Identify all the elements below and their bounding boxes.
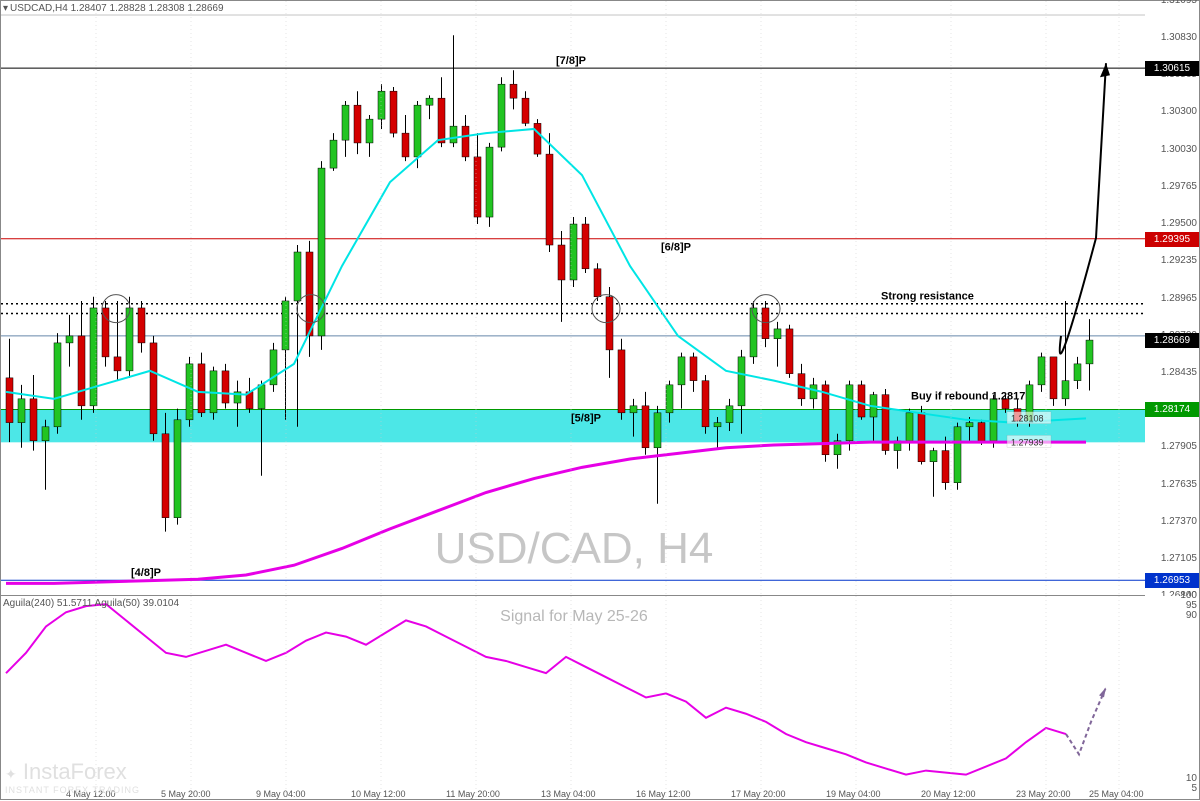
svg-text:[4/8]P: [4/8]P — [131, 567, 161, 579]
indicator-tick: 5 — [1191, 783, 1197, 794]
time-tick: 5 May 20:00 — [161, 789, 211, 799]
price-tick: 1.31095 — [1161, 0, 1197, 6]
price-tick: 1.27905 — [1161, 441, 1197, 452]
indicator-panel[interactable] — [1, 596, 1146, 799]
svg-text:Buy if rebound 1.2817: Buy if rebound 1.2817 — [911, 390, 1025, 402]
price-tick: 1.29235 — [1161, 255, 1197, 266]
svg-text:1.27939: 1.27939 — [1011, 437, 1044, 447]
time-tick: 16 May 12:00 — [636, 789, 691, 799]
svg-text:[6/8]P: [6/8]P — [661, 242, 691, 254]
price-tick: 1.27635 — [1161, 479, 1197, 490]
indicator-axis: 1009590105 — [1145, 596, 1199, 799]
price-axis: 1.310951.308301.305651.303001.300301.297… — [1145, 1, 1199, 596]
price-tick: 1.27370 — [1161, 516, 1197, 527]
main-chart[interactable]: [7/8]P[6/8]P[5/8]P[4/8]PStrong resistanc… — [1, 1, 1146, 596]
svg-text:[5/8]P: [5/8]P — [571, 412, 601, 424]
price-marker: 1.29395 — [1145, 232, 1199, 247]
svg-text:1.28108: 1.28108 — [1011, 414, 1044, 424]
time-tick: 9 May 04:00 — [256, 789, 306, 799]
main-chart-svg: [7/8]P[6/8]P[5/8]P[4/8]PStrong resistanc… — [1, 1, 1146, 596]
price-tick: 1.29765 — [1161, 181, 1197, 192]
time-tick: 25 May 04:00 — [1089, 789, 1144, 799]
time-tick: 20 May 12:00 — [921, 789, 976, 799]
price-tick: 1.28435 — [1161, 367, 1197, 378]
price-tick: 1.27105 — [1161, 553, 1197, 564]
price-marker: 1.30615 — [1145, 61, 1199, 76]
indicator-svg — [1, 596, 1146, 799]
chart-container: USDCAD,H4 1.28407 1.28828 1.28308 1.2866… — [0, 0, 1200, 800]
price-marker: 1.28174 — [1145, 402, 1199, 417]
price-marker: 1.26953 — [1145, 573, 1199, 588]
chart-title: USDCAD,H4 1.28407 1.28828 1.28308 1.2866… — [3, 3, 224, 14]
indicator-tick: 90 — [1186, 610, 1197, 621]
time-tick: 23 May 20:00 — [1016, 789, 1071, 799]
logo-sub: INSTANT FOREX TRADING — [5, 785, 140, 795]
price-tick: 1.30300 — [1161, 106, 1197, 117]
time-tick: 19 May 04:00 — [826, 789, 881, 799]
price-tick: 1.28965 — [1161, 293, 1197, 304]
indicator-title: Aguila(240) 51.5711 Aguila(50) 39.0104 — [3, 598, 179, 609]
time-tick: 11 May 20:00 — [446, 789, 500, 799]
price-tick: 1.29500 — [1161, 218, 1197, 229]
price-marker: 1.28669 — [1145, 333, 1199, 348]
price-tick: 1.30030 — [1161, 144, 1197, 155]
svg-text:Strong resistance: Strong resistance — [881, 291, 974, 303]
time-tick: 17 May 20:00 — [731, 789, 786, 799]
time-tick: 13 May 04:00 — [541, 789, 596, 799]
time-axis: 4 May 12:005 May 20:009 May 04:0010 May … — [1, 785, 1146, 799]
time-tick: 10 May 12:00 — [351, 789, 406, 799]
instaforex-logo: ✦ InstaForex INSTANT FOREX TRADING — [5, 759, 140, 795]
logo-main: ✦ InstaForex — [5, 759, 140, 785]
price-tick: 1.30830 — [1161, 32, 1197, 43]
